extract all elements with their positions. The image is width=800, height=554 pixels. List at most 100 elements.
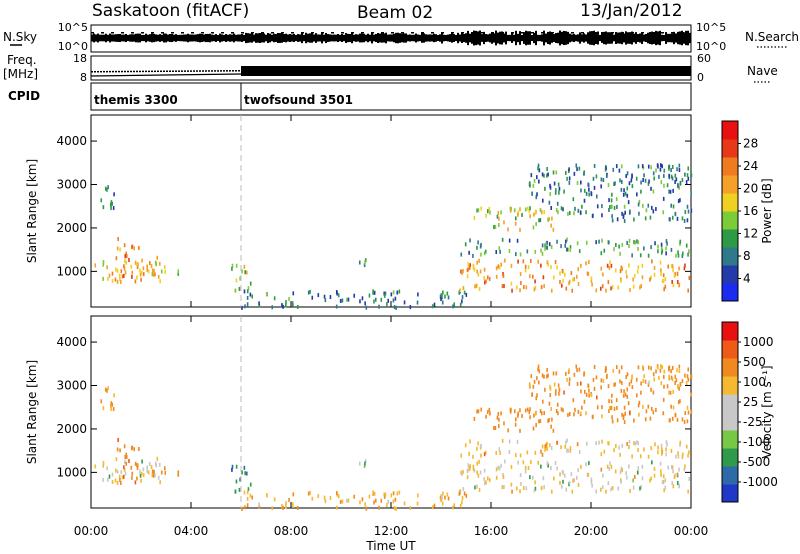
nsky-bar bbox=[625, 31, 627, 45]
power-point bbox=[532, 225, 535, 230]
velocity-point bbox=[632, 478, 634, 483]
station-title: Saskatoon (fitACF) bbox=[92, 1, 249, 21]
power-point bbox=[639, 253, 642, 258]
velocity-point bbox=[633, 474, 636, 479]
power-point bbox=[588, 192, 590, 197]
velocity-point bbox=[235, 479, 238, 484]
velocity-point bbox=[535, 396, 538, 401]
velocity-point bbox=[569, 446, 572, 451]
velocity-point bbox=[623, 420, 626, 425]
power-point bbox=[514, 216, 517, 221]
power-point bbox=[671, 264, 674, 269]
velocity-point bbox=[610, 406, 612, 411]
velocity-point bbox=[317, 494, 320, 499]
nsky-bar bbox=[459, 34, 461, 42]
velocity-point bbox=[674, 374, 677, 379]
velocity-point bbox=[573, 372, 576, 377]
nsky-bar bbox=[457, 32, 459, 44]
x-tick-label: 12:00 bbox=[374, 524, 409, 538]
nave-dot bbox=[121, 70, 123, 73]
power-point bbox=[556, 239, 558, 244]
power-point bbox=[610, 198, 613, 203]
nsearch-dot bbox=[151, 32, 154, 34]
power-point bbox=[529, 214, 531, 219]
power-point bbox=[465, 292, 468, 297]
power-point bbox=[159, 279, 161, 284]
velocity-point bbox=[605, 367, 607, 372]
nsearch-dot bbox=[321, 32, 324, 34]
velocity-point bbox=[374, 498, 377, 503]
velocity-point bbox=[508, 449, 511, 454]
nsky-bar bbox=[95, 34, 97, 42]
nsky-bar bbox=[325, 32, 327, 44]
velocity-point bbox=[461, 471, 463, 476]
power-panel-frame bbox=[90, 114, 692, 308]
velocity-point bbox=[600, 378, 603, 383]
power-point bbox=[576, 241, 579, 246]
velocity-point bbox=[474, 485, 476, 490]
nsky-bar bbox=[263, 33, 265, 43]
power-point bbox=[124, 270, 127, 275]
nsky-bar bbox=[569, 33, 571, 43]
power-point bbox=[383, 293, 386, 298]
velocity-point bbox=[538, 369, 541, 374]
power-point bbox=[667, 264, 670, 269]
velocity-point bbox=[550, 406, 553, 411]
nsky-bar bbox=[277, 32, 279, 44]
power-point bbox=[600, 286, 602, 291]
velocity-point bbox=[617, 486, 620, 491]
nave-dot bbox=[142, 70, 144, 73]
power-point bbox=[560, 206, 563, 211]
nsky-bar bbox=[283, 34, 285, 42]
nsky-bar bbox=[585, 34, 587, 42]
velocity-point bbox=[156, 456, 159, 461]
power-point bbox=[677, 250, 679, 255]
nave-dot bbox=[160, 70, 162, 73]
power-point bbox=[500, 262, 502, 267]
power-point bbox=[595, 288, 598, 293]
power-point bbox=[522, 259, 525, 264]
nsky-bar bbox=[453, 34, 455, 42]
power-point bbox=[441, 300, 444, 305]
power-point bbox=[564, 243, 566, 248]
power-point bbox=[684, 172, 686, 177]
nsky-bar bbox=[101, 34, 103, 42]
velocity-point bbox=[541, 444, 544, 449]
power-point bbox=[555, 170, 558, 175]
velocity-point bbox=[514, 422, 517, 427]
velocity-point bbox=[483, 468, 486, 473]
velocity-point bbox=[476, 409, 478, 414]
velocity-point bbox=[453, 503, 456, 508]
power-point bbox=[671, 280, 674, 285]
power-point bbox=[590, 278, 593, 283]
velocity-point bbox=[459, 503, 462, 508]
nsky-bar bbox=[573, 33, 575, 43]
velocity-point bbox=[467, 463, 470, 468]
nsky-bar bbox=[489, 33, 491, 43]
power-point bbox=[251, 294, 254, 299]
velocity-point bbox=[612, 368, 615, 373]
power-point bbox=[633, 273, 636, 278]
power-point bbox=[526, 206, 529, 211]
freq-label-top: Freq. bbox=[7, 53, 37, 67]
velocity-point bbox=[635, 377, 638, 382]
velocity-point bbox=[517, 460, 519, 465]
nsky-bar bbox=[231, 34, 233, 42]
velocity-point bbox=[431, 505, 434, 510]
velocity-point bbox=[102, 477, 104, 482]
freq-block bbox=[241, 66, 691, 76]
nsky-bar bbox=[513, 34, 515, 42]
power-point bbox=[562, 278, 564, 283]
nsky-bar bbox=[197, 34, 199, 42]
velocity-point bbox=[590, 477, 593, 482]
velocity-point bbox=[671, 465, 674, 470]
velocity-panel-frame bbox=[90, 315, 692, 509]
nsky-bar bbox=[157, 34, 159, 42]
velocity-point bbox=[652, 410, 655, 415]
velocity-point bbox=[118, 474, 121, 479]
power-point bbox=[541, 243, 544, 248]
nave-dot bbox=[181, 70, 183, 72]
power-point bbox=[679, 198, 681, 203]
nsky-bar bbox=[299, 34, 301, 42]
velocity-point bbox=[574, 407, 576, 412]
